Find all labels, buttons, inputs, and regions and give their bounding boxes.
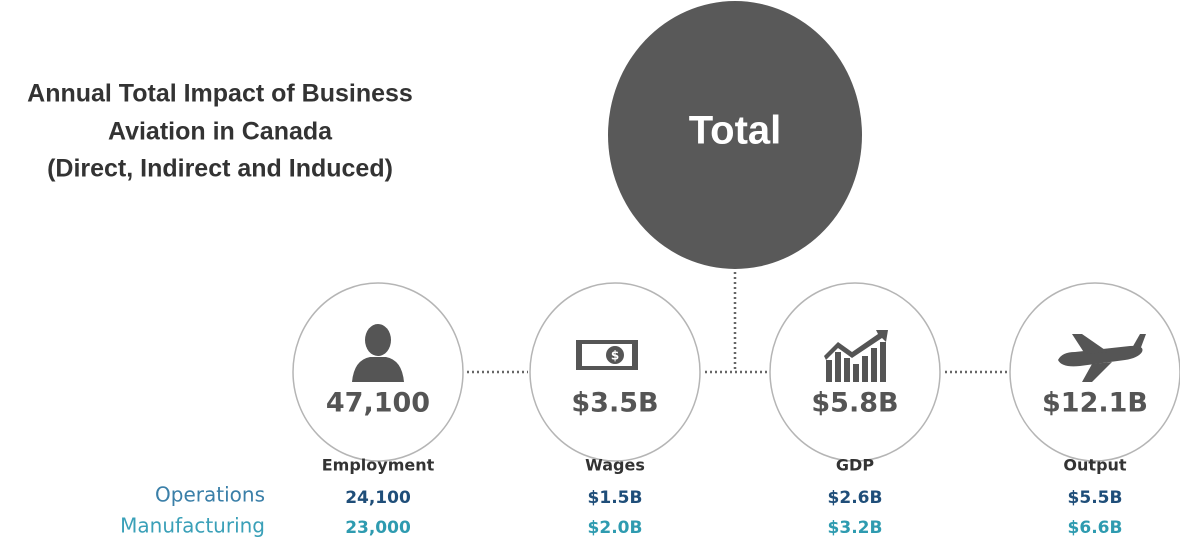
title-line: Aviation in Canada <box>108 118 333 146</box>
metric-label: Employment <box>322 456 435 475</box>
hub-label: Total <box>689 109 782 153</box>
icon-money: $ <box>576 340 638 370</box>
metric-value: $2.0B <box>588 518 643 538</box>
title-line: Annual Total Impact of Business <box>27 80 413 108</box>
metric-total: $3.5B <box>571 388 658 419</box>
svg-text:$: $ <box>611 349 619 363</box>
icon-plane <box>1058 334 1146 382</box>
metric-total: $5.8B <box>811 388 898 419</box>
metric-value: 23,000 <box>345 518 411 538</box>
metric-label: Output <box>1063 456 1126 475</box>
icon-growth <box>824 330 888 382</box>
metric-value: $2.6B <box>828 488 883 508</box>
row-label: Operations <box>155 483 265 507</box>
metric-value: $1.5B <box>588 488 643 508</box>
icon-person <box>352 324 404 382</box>
metric-value: 24,100 <box>345 488 411 508</box>
metric-value: $3.2B <box>828 518 883 538</box>
metric-value: $5.5B <box>1068 488 1123 508</box>
metric-circle <box>529 282 701 462</box>
metric-total: $12.1B <box>1042 388 1148 419</box>
row-label: Manufacturing <box>120 514 265 538</box>
metric-label: Wages <box>585 456 645 475</box>
connectors <box>467 262 1008 374</box>
metric-total: 47,100 <box>326 388 430 419</box>
total-circle <box>608 1 862 269</box>
title-line: (Direct, Indirect and Induced) <box>47 155 393 183</box>
metric-label: GDP <box>836 456 874 475</box>
metric-value: $6.6B <box>1068 518 1123 538</box>
